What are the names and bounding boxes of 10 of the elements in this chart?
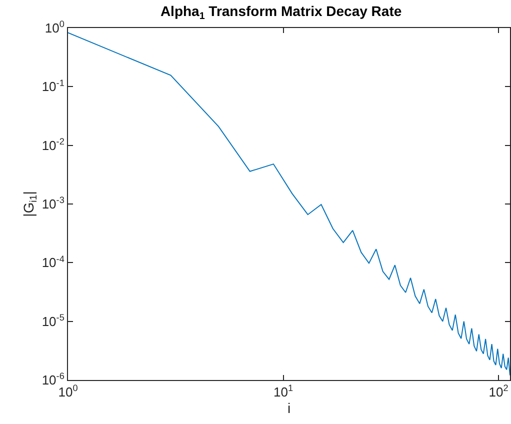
- x-tick-label: 10$^{1}$: [274, 383, 294, 400]
- y-tick-label: 10$^{-3}$: [42, 195, 64, 212]
- y-tick-label: 10$^{-4}$: [42, 254, 64, 270]
- chart-title: Alpha$_{1}$ Transform Matrix Decay Rate: [160, 3, 402, 22]
- y-tick-label: 10$^{-2}$: [42, 136, 64, 153]
- x-tick-label: 10$^{2}$: [488, 383, 508, 400]
- y-tick-label: 10$^{-5}$: [42, 312, 64, 329]
- y-tick-label: 10$^{-1}$: [42, 78, 64, 94]
- y-tick-label: 10$^{0}$: [44, 19, 64, 36]
- x-axis-title: i: [287, 400, 291, 416]
